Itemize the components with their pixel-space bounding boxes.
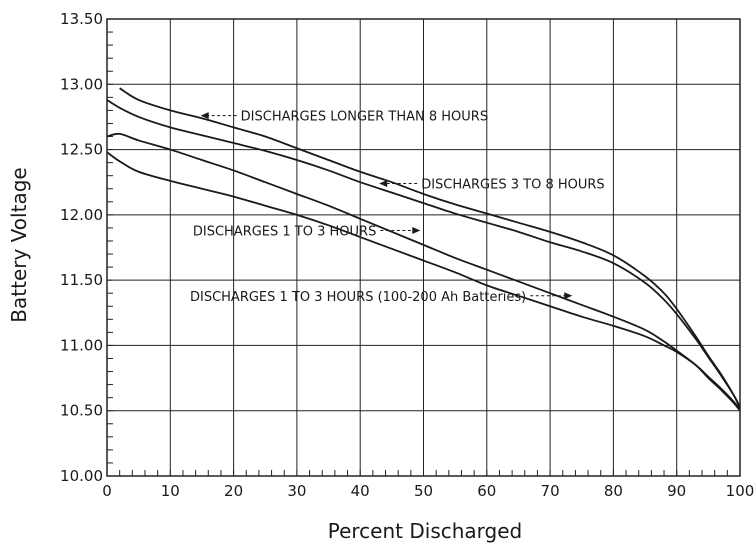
arrowhead-icon [200,112,209,120]
arrowhead-icon [412,227,421,235]
series-line-4 [106,151,741,410]
annotations: DISCHARGES LONGER THAN 8 HOURS DISCHARGES… [190,110,605,305]
minor-ticks [106,18,741,477]
y-tick-label: 11.00 [60,336,103,354]
annotation-2: DISCHARGES 3 TO 8 HOURS [379,178,605,193]
annotation-label: DISCHARGES 1 TO 3 HOURS [193,225,376,240]
series-line-2 [106,99,741,408]
arrowhead-icon [379,180,388,188]
x-tick-label: 50 [414,482,433,500]
arrowhead-icon [564,292,573,300]
annotation-label: DISCHARGES LONGER THAN 8 HOURS [241,110,488,125]
series-line-1 [119,87,741,409]
y-tick-label: 10.00 [60,467,103,485]
y-tick-label: 12.00 [60,206,103,224]
y-tick-label: 11.50 [60,271,103,289]
x-axis-title: Percent Discharged [328,519,522,543]
y-tick-label: 10.50 [60,402,103,420]
x-tick-label: 70 [541,482,560,500]
tick-labels: 0 10 20 30 40 50 60 70 80 90 100 10.00 10.50 11.00 11.… [60,10,754,500]
x-tick-label: 60 [477,482,496,500]
x-tick-label: 80 [604,482,623,500]
annotation-3: DISCHARGES 1 TO 3 HOURS [193,225,421,240]
y-tick-label: 13.50 [60,10,103,28]
y-axis-title: Battery Voltage [7,167,31,322]
y-tick-label: 12.50 [60,141,103,159]
x-tick-label: 0 [102,482,112,500]
x-tick-label: 10 [161,482,180,500]
annotation-label: DISCHARGES 3 TO 8 HOURS [421,178,604,193]
x-tick-label: 30 [287,482,306,500]
x-tick-label: 100 [726,482,754,500]
grid [106,18,741,477]
x-tick-label: 40 [351,482,370,500]
x-tick-label: 20 [224,482,243,500]
curves [106,87,741,412]
annotation-4: DISCHARGES 1 TO 3 HOURS (100-200 Ah Batt… [190,290,573,305]
x-tick-label: 90 [667,482,686,500]
annotation-label: DISCHARGES 1 TO 3 HOURS (100-200 Ah Batt… [190,290,526,305]
annotation-1: DISCHARGES LONGER THAN 8 HOURS [200,110,488,125]
y-tick-label: 13.00 [60,75,103,93]
